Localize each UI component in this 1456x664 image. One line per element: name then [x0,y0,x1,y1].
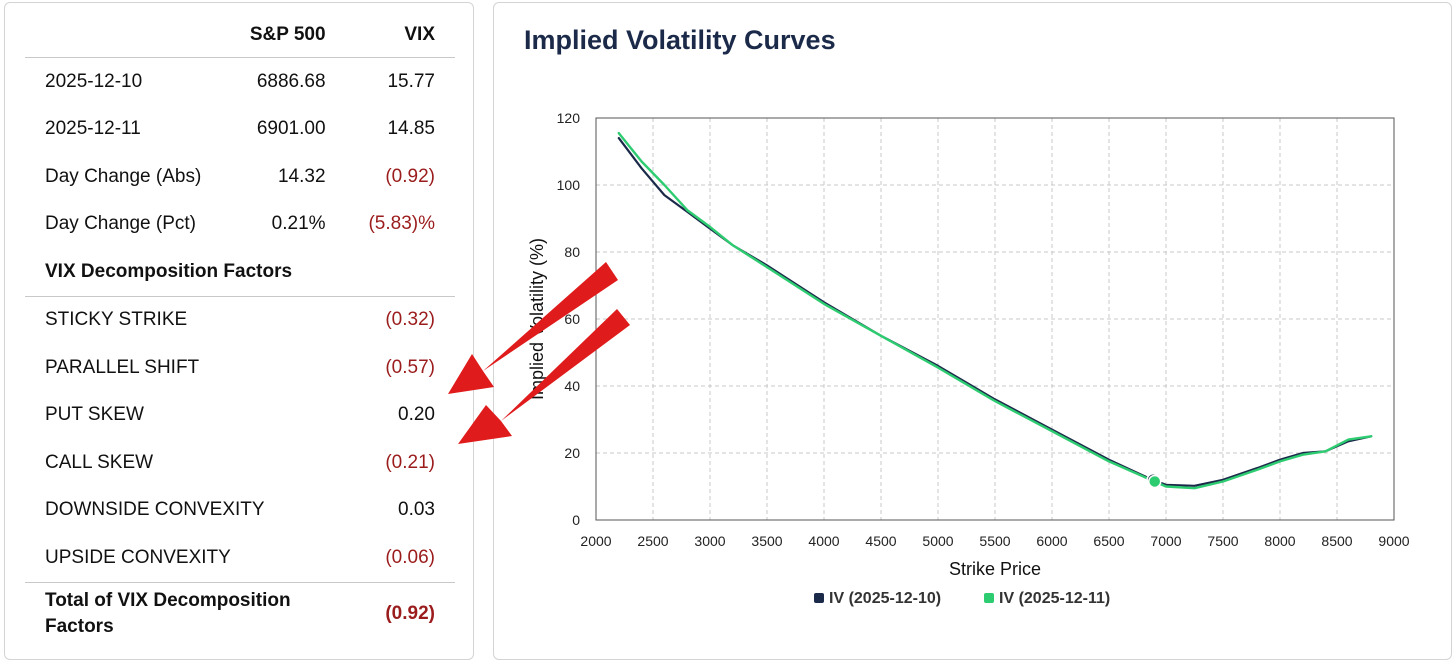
factor-row: CALL SKEW (0.21) [25,439,455,487]
table-row: Day Change (Pct) 0.21% (5.83)% [25,201,455,249]
table-row: 2025-12-11 6901.00 14.85 [25,106,455,154]
factor-label: PUT SKEW [45,404,144,426]
factor-row: UPSIDE CONVEXITY (0.06) [25,534,455,582]
x-tick-label: 8000 [1264,533,1295,549]
x-tick-label: 6000 [1036,533,1067,549]
stats-panel: S&P 500 VIX 2025-12-10 6886.68 15.77 202… [4,2,474,660]
x-tick-label: 7500 [1207,533,1238,549]
x-tick-label: 8500 [1321,533,1352,549]
spot-marker-2 [1147,474,1162,489]
stats-table: S&P 500 VIX 2025-12-10 6886.68 15.77 202… [25,13,455,645]
y-tick-label: 80 [564,244,580,260]
factor-value: (0.06) [385,546,435,568]
legend-label-2: IV (2025-12-11) [999,590,1110,607]
vix-value: (0.92) [385,165,435,187]
x-tick-label: 3500 [751,533,782,549]
factor-row: DOWNSIDE CONVEXITY 0.03 [25,487,455,535]
iv-line-chart: 2000 2500 3000 3500 4000 4500 5000 5500 6000 6500… [527,110,1410,607]
factor-row: STICKY STRIKE (0.32) [25,296,455,344]
chart-panel: Implied Volatility Curves 2000 2500 3000 35… [493,2,1452,660]
factor-label: DOWNSIDE CONVEXITY [45,499,265,521]
sp500-value: 6886.68 [256,70,326,92]
y-tick-label: 60 [564,311,580,327]
section-label: VIX Decomposition Factors [25,248,455,297]
total-label-line-1: Total of VIX Decomposition [45,589,291,611]
vix-value: 15.77 [387,70,435,92]
factor-value: (0.32) [385,309,435,331]
header-empty [25,13,227,58]
x-tick-label: 5500 [979,533,1010,549]
x-tick-label: 5000 [922,533,953,549]
header-vix: VIX [345,13,455,58]
y-tick-label: 40 [564,378,580,394]
y-tick-label: 0 [572,512,580,528]
table-row: Day Change (Abs) 14.32 (0.92) [25,153,455,201]
factor-value: (0.57) [385,356,435,378]
factor-label: UPSIDE CONVEXITY [45,546,231,568]
factor-value: 0.03 [398,499,435,521]
factor-row: PUT SKEW 0.20 [25,392,455,440]
legend-swatch-2 [984,593,994,603]
x-tick-label: 2000 [580,533,611,549]
x-axis-title: Strike Price [949,559,1041,579]
header-sp500: S&P 500 [226,13,346,58]
sp500-value: 0.21% [271,213,326,235]
factor-value: (0.21) [385,451,435,473]
row-label: Day Change (Abs) [45,165,202,187]
total-value: (0.92) [345,581,455,645]
table-header-row: S&P 500 VIX [25,13,455,58]
x-tick-label: 7000 [1150,533,1181,549]
factor-label: STICKY STRIKE [45,309,188,331]
x-tick-label: 9000 [1378,533,1409,549]
chart-title: Implied Volatility Curves [524,25,836,55]
y-tick-label: 20 [564,445,580,461]
vix-value: (5.83)% [368,213,435,235]
sp500-value: 6901.00 [256,118,326,140]
legend-swatch-1 [814,593,824,603]
series-line-1 [617,137,1373,487]
sp500-value: 14.32 [277,165,326,187]
x-tick-label: 2500 [637,533,668,549]
factor-label: CALL SKEW [45,451,154,473]
x-tick-label: 4500 [865,533,896,549]
section-header-row: VIX Decomposition Factors [25,248,455,297]
row-label: 2025-12-11 [45,118,141,140]
table-row: 2025-12-10 6886.68 15.77 [25,58,455,106]
factor-value: 0.20 [398,404,435,426]
legend-label-1: IV (2025-12-10) [829,590,941,607]
series-line-2 [617,131,1373,490]
total-label: Total of VIX Decomposition Factors [25,581,346,645]
factor-row: PARALLEL SHIFT (0.57) [25,344,455,392]
factor-label: PARALLEL SHIFT [45,356,200,378]
x-tick-label: 3000 [694,533,725,549]
y-tick-label: 120 [557,110,581,126]
x-tick-label: 4000 [808,533,839,549]
y-tick-label: 100 [557,177,581,193]
total-row: Total of VIX Decomposition Factors (0.92) [25,581,455,645]
row-label: 2025-12-10 [45,70,143,92]
x-tick-label: 6500 [1093,533,1124,549]
vix-value: 14.85 [387,118,435,140]
y-axis-title: Implied Volatility (%) [527,238,547,400]
row-label: Day Change (Pct) [45,213,197,235]
total-label-line-2: Factors [45,615,114,637]
